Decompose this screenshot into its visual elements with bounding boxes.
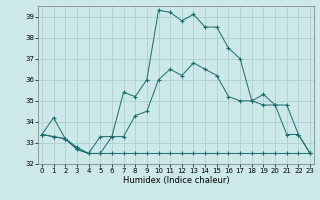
X-axis label: Humidex (Indice chaleur): Humidex (Indice chaleur) [123,176,229,185]
